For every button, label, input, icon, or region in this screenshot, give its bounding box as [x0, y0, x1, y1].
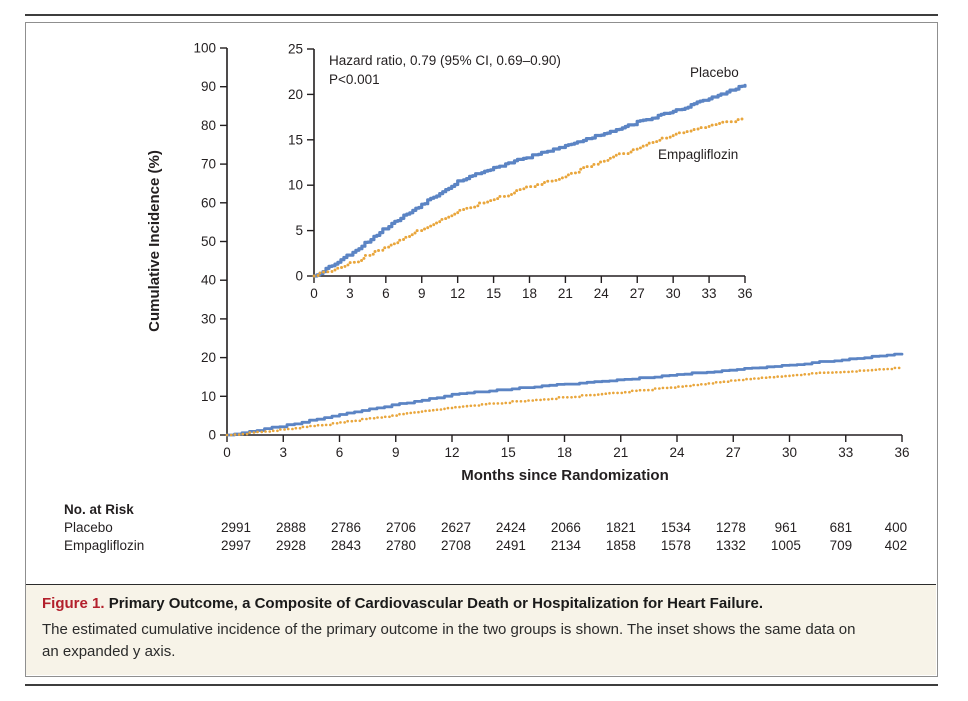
main-x-tick-label: 6: [336, 445, 344, 460]
risk-row-label-empagliflozin: Empagliflozin: [64, 538, 144, 553]
risk-count-placebo: 2991: [221, 520, 251, 535]
risk-count-placebo: 2888: [276, 520, 306, 535]
inset-y-tick-label: 0: [295, 269, 303, 284]
risk-count-empagliflozin: 2997: [221, 538, 251, 553]
risk-count-empagliflozin: 402: [885, 538, 908, 553]
main-x-tick-label: 24: [669, 445, 685, 460]
risk-count-empagliflozin: 1005: [771, 538, 801, 553]
risk-count-empagliflozin: 1332: [716, 538, 746, 553]
inset-x-tick-label: 36: [737, 286, 752, 301]
risk-count-empagliflozin: 2491: [496, 538, 526, 553]
inset-y-tick-label: 25: [288, 42, 303, 57]
risk-count-placebo: 1278: [716, 520, 746, 535]
main-x-tick-label: 27: [726, 445, 741, 460]
main-curve-placebo: [225, 352, 904, 437]
figure-box: 0 10 20 30 40 50 60 70 80 90 100 0 3 6 9 12 15 18 21 24 27 30…: [25, 22, 938, 677]
main-y-tick-label: 30: [201, 311, 216, 326]
inset-curve-placebo: [312, 83, 747, 278]
figure-title: Primary Outcome, a Composite of Cardiova…: [108, 595, 764, 612]
placebo-curve-label: Placebo: [690, 65, 739, 80]
risk-table-numbers: 2991 2888 2786 2706 2627 2424 2066 1821 1534 1278…: [221, 520, 907, 553]
risk-count-empagliflozin: 2780: [386, 538, 416, 553]
main-y-tick-label: 60: [201, 195, 216, 210]
risk-count-placebo: 1821: [606, 520, 636, 535]
y-axis-title: Cumulative Incidence (%): [146, 150, 163, 332]
main-y-tick-label: 70: [201, 157, 216, 172]
inset-x-tick-label: 18: [522, 286, 537, 301]
inset-x-tick-label: 30: [666, 286, 681, 301]
inset-y-tick-label: 5: [295, 223, 303, 238]
risk-count-empagliflozin: 1578: [661, 538, 691, 553]
inset-x-tick-label: 9: [418, 286, 426, 301]
main-y-tick-label: 0: [208, 428, 216, 443]
risk-count-empagliflozin: 2134: [551, 538, 582, 553]
inset-y-tick-label: 10: [288, 178, 303, 193]
risk-count-empagliflozin: 1858: [606, 538, 636, 553]
inset-x-tick-label: 3: [346, 286, 354, 301]
main-y-tick-label: 100: [193, 41, 216, 56]
inset-x-tick-label: 12: [450, 286, 465, 301]
inset-y-tick-label: 20: [288, 87, 303, 102]
main-x-tick-label: 15: [501, 445, 516, 460]
p-value-annotation: P<0.001: [329, 72, 380, 87]
inset-x-tick-label: 6: [382, 286, 390, 301]
risk-count-placebo: 2424: [496, 520, 527, 535]
figure-number-label: Figure 1.: [42, 595, 105, 612]
inset-curve-empagliflozin: [312, 117, 747, 278]
main-x-tick-label: 33: [838, 445, 853, 460]
main-axis-line: [226, 48, 902, 436]
risk-count-placebo: 2627: [441, 520, 471, 535]
inset-x-tick-label: 21: [558, 286, 573, 301]
risk-count-placebo: 1534: [661, 520, 692, 535]
top-rule: [25, 14, 938, 16]
inset-x-tick-label: 0: [310, 286, 318, 301]
main-y-tick-label: 40: [201, 273, 216, 288]
inset-x-tick-label: 27: [630, 286, 645, 301]
inset-x-tick-label: 24: [594, 286, 610, 301]
risk-count-placebo: 2786: [331, 520, 361, 535]
risk-table-title: No. at Risk: [64, 502, 134, 517]
figure-description: The estimated cumulative incidence of th…: [42, 621, 856, 660]
main-y-tick-label: 20: [201, 350, 216, 365]
bottom-rule: [25, 684, 938, 686]
risk-count-empagliflozin: 709: [830, 538, 853, 553]
main-y-tick-label: 10: [201, 389, 216, 404]
survival-curves: [225, 83, 904, 437]
main-x-tick-label: 12: [444, 445, 459, 460]
hazard-ratio-annotation: Hazard ratio, 0.79 (95% CI, 0.69–0.90): [329, 53, 561, 68]
risk-count-placebo: 961: [775, 520, 798, 535]
risk-count-placebo: 681: [830, 520, 853, 535]
risk-row-label-placebo: Placebo: [64, 520, 113, 535]
inset-x-tick-label: 15: [486, 286, 501, 301]
main-y-tick-label: 80: [201, 118, 216, 133]
main-x-tick-label: 3: [279, 445, 287, 460]
main-x-tick-label: 21: [613, 445, 628, 460]
inset-y-tick-label: 15: [288, 132, 303, 147]
main-x-tick-label: 18: [557, 445, 572, 460]
caption-panel: Figure 1. Primary Outcome, a Composite o…: [26, 584, 936, 675]
main-curve-empagliflozin: [225, 366, 904, 437]
inset-x-tick-label: 33: [702, 286, 717, 301]
empagliflozin-curve-label: Empagliflozin: [658, 147, 738, 162]
risk-count-empagliflozin: 2843: [331, 538, 361, 553]
main-x-tick-label: 36: [894, 445, 909, 460]
caption-heading: Figure 1. Primary Outcome, a Composite o…: [42, 595, 920, 612]
main-x-tick-label: 0: [223, 445, 231, 460]
x-axis-title: Months since Randomization: [461, 467, 669, 484]
risk-count-placebo: 2706: [386, 520, 416, 535]
main-x-tick-label: 30: [782, 445, 797, 460]
main-y-tick-label: 90: [201, 79, 216, 94]
risk-count-placebo: 2066: [551, 520, 581, 535]
risk-count-placebo: 400: [885, 520, 908, 535]
risk-count-empagliflozin: 2928: [276, 538, 306, 553]
risk-count-empagliflozin: 2708: [441, 538, 471, 553]
main-y-tick-label: 50: [201, 234, 216, 249]
main-x-tick-label: 9: [392, 445, 400, 460]
chart-area: 0 10 20 30 40 50 60 70 80 90 100 0 3 6 9 12 15 18 21 24 27 30…: [26, 23, 936, 584]
